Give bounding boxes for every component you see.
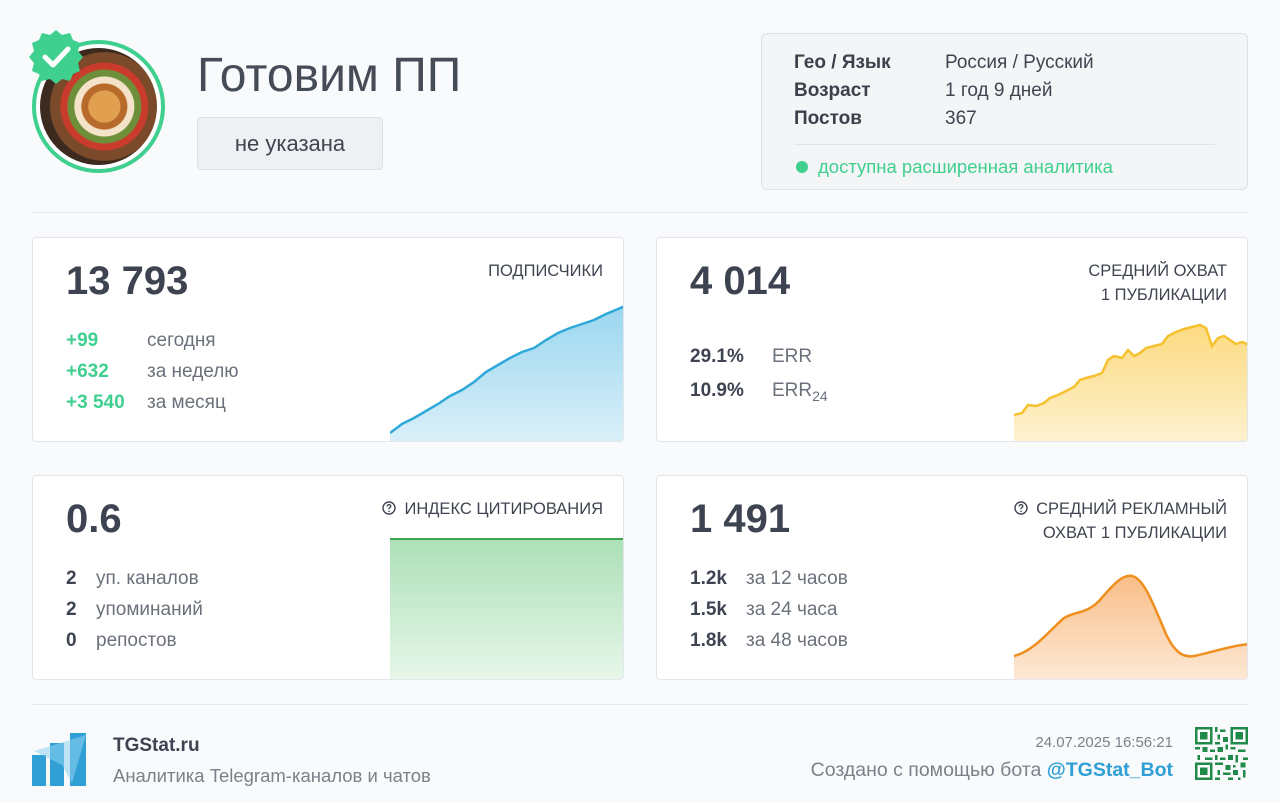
stat-value: +3 540 [66, 392, 125, 413]
subscribers-card[interactable]: 13 793 ПОДПИСЧИКИ +99 сегодня +632 за не… [32, 237, 624, 442]
stat-value: 1.5k [690, 599, 727, 620]
ad-reach-sparkline [1014, 574, 1247, 679]
report-timestamp: 24.07.2025 16:56:21 [1035, 734, 1173, 751]
subscribers-sparkline [390, 305, 623, 441]
info-divider [794, 144, 1215, 145]
reach-label-line2: 1 ПУБЛИКАЦИИ [1100, 286, 1227, 304]
ad-reach-card[interactable]: 1 491 СРЕДНИЙ РЕКЛАМНЫЙ ОХВАТ 1 ПУБЛИКАЦ… [656, 475, 1248, 680]
stat-desc: уп. каналов [96, 568, 199, 589]
created-prefix: Создано с помощью бота [810, 759, 1047, 781]
reach-count: 4 014 [690, 259, 791, 303]
reach-card[interactable]: 4 014 СРЕДНИЙ ОХВАТ 1 ПУБЛИКАЦИИ 29.1% E… [656, 237, 1248, 442]
stat-desc: репостов [96, 630, 177, 651]
citation-index: 0.6 [66, 497, 122, 541]
status-dot-icon [796, 161, 808, 173]
reach-area [1014, 325, 1247, 441]
stat-desc: за 24 часа [746, 599, 838, 620]
subscribers-line [390, 305, 623, 434]
info-key: Возраст [794, 80, 871, 101]
header-divider [32, 212, 1248, 213]
stat-desc: упоминаний [96, 599, 203, 620]
subscribers-label: ПОДПИСЧИКИ [488, 262, 603, 280]
ad-reach-area [1014, 575, 1247, 679]
stat-desc: ERR [772, 346, 813, 367]
stat-desc: за неделю [147, 361, 239, 382]
stat-value: 29.1% [690, 346, 744, 367]
reach-label: СРЕДНИЙ ОХВАТ 1 ПУБЛИКАЦИИ [1088, 259, 1227, 307]
ad-reach-line [1014, 574, 1247, 658]
info-value: 1 год 9 дней [945, 80, 1053, 101]
footer-created-by: Создано с помощью бота @TGStat_Bot [811, 759, 1173, 782]
stat-value: 0 [66, 630, 77, 651]
ad-reach-label-text1: СРЕДНИЙ РЕКЛАМНЫЙ [1036, 500, 1227, 518]
channel-header: Готовим ПП не указана Гео / Язык Россия … [0, 0, 1280, 212]
stat-desc: за 12 часов [746, 568, 848, 589]
ad-reach-label-line1: СРЕДНИЙ РЕКЛАМНЫЙ [1014, 497, 1227, 521]
info-value: Россия / Русский [945, 52, 1094, 73]
channel-title: Готовим ПП [197, 49, 462, 102]
stat-desc: сегодня [147, 330, 216, 351]
footer-brand[interactable]: TGStat.ru [113, 735, 200, 756]
qr-code-icon [1195, 727, 1248, 780]
stat-value: 10.9% [690, 380, 744, 401]
extended-analytics-note[interactable]: доступна расширенная аналитика [796, 156, 1113, 178]
stat-desc: за месяц [147, 392, 226, 413]
stat-value: 2 [66, 599, 77, 620]
citation-label-text: ИНДЕКС ЦИТИРОВАНИЯ [404, 500, 603, 518]
info-key: Гео / Язык [794, 52, 891, 73]
ad-reach-count: 1 491 [690, 497, 791, 541]
help-circle-icon[interactable] [382, 501, 397, 515]
ad-reach-label: СРЕДНИЙ РЕКЛАМНЫЙ ОХВАТ 1 ПУБЛИКАЦИИ [1014, 497, 1227, 545]
subscribers-count: 13 793 [66, 259, 189, 303]
info-key: Постов [794, 108, 862, 129]
citation-area [390, 539, 623, 679]
stat-desc: за 48 часов [746, 630, 848, 651]
bot-link[interactable]: @TGStat_Bot [1046, 759, 1173, 781]
category-badge[interactable]: не указана [197, 117, 383, 170]
verified-check-icon [29, 30, 83, 84]
citation-sparkline [390, 538, 623, 679]
stat-value: 1.2k [690, 568, 727, 589]
reach-label-line1: СРЕДНИЙ ОХВАТ [1088, 262, 1227, 280]
tgstat-logo-icon[interactable] [32, 733, 88, 786]
citation-card[interactable]: 0.6 ИНДЕКС ЦИТИРОВАНИЯ 2 уп. каналов 2 у… [32, 475, 624, 680]
reach-sparkline [1014, 323, 1247, 441]
help-circle-icon[interactable] [1014, 501, 1028, 515]
footer-divider [32, 704, 1248, 705]
info-value: 367 [945, 108, 977, 129]
stat-value: 2 [66, 568, 77, 589]
citation-label: ИНДЕКС ЦИТИРОВАНИЯ [382, 497, 603, 521]
err-subscript: 24 [812, 387, 828, 404]
stat-value: +99 [66, 330, 99, 351]
subscribers-area [390, 306, 623, 441]
channel-info-box: Гео / Язык Россия / Русский Возраст 1 го… [761, 33, 1248, 190]
footer-tagline: Аналитика Telegram-каналов и чатов [113, 765, 431, 786]
reach-line [1014, 323, 1247, 417]
stat-value: 1.8k [690, 630, 727, 651]
stat-desc: ERR24 [772, 380, 828, 404]
err-text: ERR [772, 380, 813, 401]
stat-value: +632 [66, 361, 109, 382]
analytics-note-text: доступна расширенная аналитика [818, 156, 1113, 177]
ad-reach-label-line2: ОХВАТ 1 ПУБЛИКАЦИИ [1042, 524, 1227, 542]
